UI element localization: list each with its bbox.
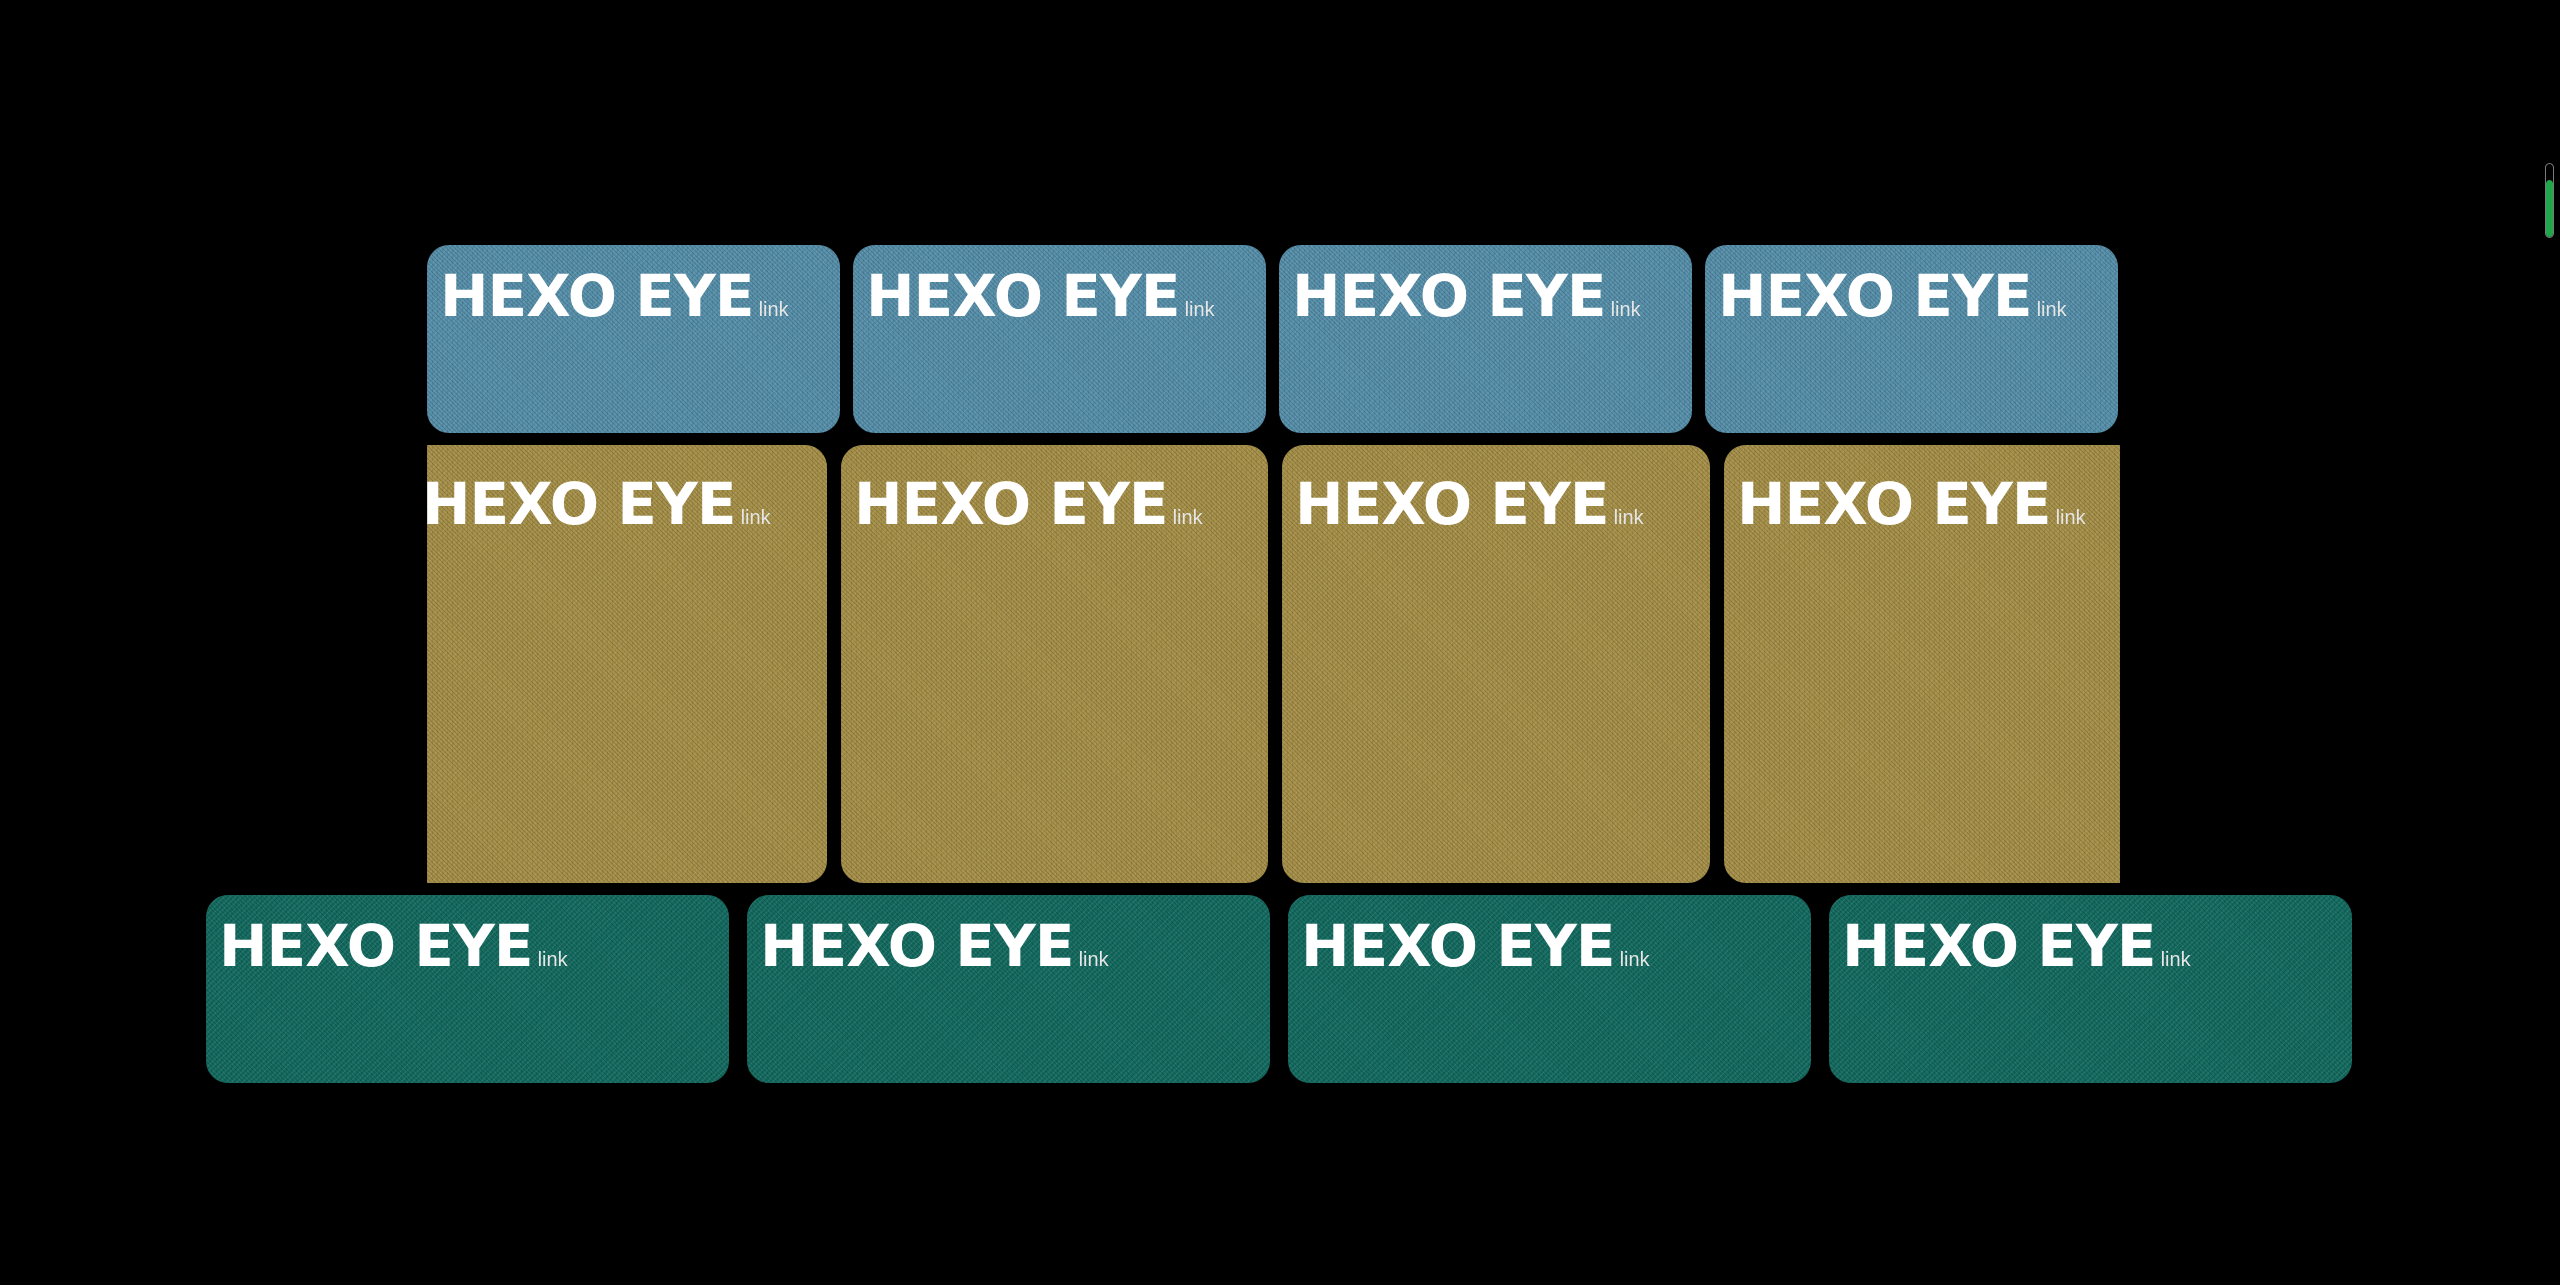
card-brand: HEXO EYE [854, 470, 1169, 538]
card-brand: HEXO EYE [440, 262, 755, 330]
card-brand: HEXO EYE [1718, 262, 2033, 330]
card-blue-2[interactable]: HEXO EYE link [853, 245, 1266, 433]
card-row-teal: HEXO EYE link HEXO EYE link HEXO EYE lin… [206, 895, 2352, 1083]
card-link[interactable]: link [1184, 299, 1215, 321]
card-gold-1[interactable]: HEXO EYE link [427, 445, 827, 883]
card-link[interactable]: link [1613, 507, 1644, 529]
scroll-indicator-fill [2546, 180, 2553, 237]
card-link[interactable]: link [740, 507, 771, 529]
card-title: HEXO EYE link [1842, 917, 2191, 975]
card-link[interactable]: link [2055, 507, 2086, 529]
card-gold-3[interactable]: HEXO EYE link [1282, 445, 1710, 883]
card-link[interactable]: link [758, 299, 789, 321]
card-row-blue: HEXO EYE link HEXO EYE link HEXO EYE lin… [427, 245, 2118, 433]
card-teal-2[interactable]: HEXO EYE link [747, 895, 1270, 1083]
card-brand: HEXO EYE [760, 912, 1075, 980]
card-brand: HEXO EYE [866, 262, 1181, 330]
card-title: HEXO EYE link [1737, 475, 2086, 533]
card-teal-3[interactable]: HEXO EYE link [1288, 895, 1811, 1083]
card-link[interactable]: link [1172, 507, 1203, 529]
card-brand: HEXO EYE [1842, 912, 2157, 980]
card-brand: HEXO EYE [427, 470, 737, 538]
scroll-indicator[interactable] [2545, 163, 2554, 238]
card-brand: HEXO EYE [219, 912, 534, 980]
card-title: HEXO EYE link [440, 267, 789, 325]
card-link[interactable]: link [1078, 949, 1109, 971]
card-title: HEXO EYE link [1718, 267, 2067, 325]
card-brand: HEXO EYE [1737, 470, 2052, 538]
card-title: HEXO EYE link [427, 475, 771, 533]
card-teal-1[interactable]: HEXO EYE link [206, 895, 729, 1083]
card-title: HEXO EYE link [1301, 917, 1650, 975]
card-brand: HEXO EYE [1295, 470, 1610, 538]
card-link[interactable]: link [537, 949, 568, 971]
card-title: HEXO EYE link [760, 917, 1109, 975]
card-blue-1[interactable]: HEXO EYE link [427, 245, 840, 433]
card-brand: HEXO EYE [1301, 912, 1616, 980]
card-brand: HEXO EYE [1292, 262, 1607, 330]
card-title: HEXO EYE link [854, 475, 1203, 533]
card-title: HEXO EYE link [219, 917, 568, 975]
card-teal-4[interactable]: HEXO EYE link [1829, 895, 2352, 1083]
card-title: HEXO EYE link [1292, 267, 1641, 325]
card-gold-2[interactable]: HEXO EYE link [841, 445, 1268, 883]
card-blue-4[interactable]: HEXO EYE link [1705, 245, 2118, 433]
card-link[interactable]: link [1619, 949, 1650, 971]
card-title: HEXO EYE link [866, 267, 1215, 325]
card-link[interactable]: link [2036, 299, 2067, 321]
card-blue-3[interactable]: HEXO EYE link [1279, 245, 1692, 433]
card-row-gold: HEXO EYE link HEXO EYE link HEXO EYE lin… [427, 445, 2120, 883]
card-link[interactable]: link [2160, 949, 2191, 971]
card-link[interactable]: link [1610, 299, 1641, 321]
card-title: HEXO EYE link [1295, 475, 1644, 533]
card-gold-4[interactable]: HEXO EYE link [1724, 445, 2120, 883]
